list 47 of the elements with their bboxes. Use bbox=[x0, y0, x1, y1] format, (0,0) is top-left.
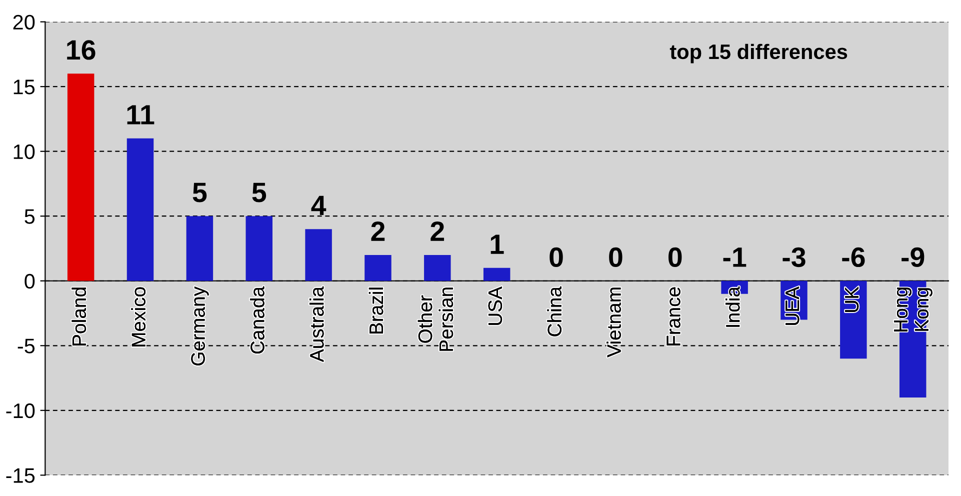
data-label: -3 bbox=[782, 247, 806, 268]
x-tick-label: Other Persian bbox=[418, 288, 454, 351]
data-label: 0 bbox=[550, 247, 563, 268]
x-tick-label: Germany bbox=[191, 286, 209, 366]
data-label: 0 bbox=[668, 247, 682, 268]
data-label: 4 bbox=[311, 196, 326, 215]
data-label: 0 bbox=[609, 247, 622, 268]
x-tick-label: Brazil bbox=[368, 288, 384, 334]
bar bbox=[186, 216, 214, 281]
y-tick-label: -5 bbox=[18, 338, 35, 354]
x-tick-label: Mexico bbox=[131, 287, 146, 346]
x-tick-label: Vietnam bbox=[606, 288, 621, 358]
data-label: 2 bbox=[371, 221, 385, 241]
bar bbox=[483, 268, 510, 281]
x-tick-label: Hong Kong bbox=[894, 288, 932, 332]
data-label: 1 bbox=[490, 234, 504, 254]
y-tick-label: 0 bbox=[24, 274, 35, 289]
bar bbox=[364, 254, 392, 281]
y-tick-label: -10 bbox=[6, 403, 35, 418]
x-tick-label: Canada bbox=[250, 286, 264, 354]
data-label: 5 bbox=[252, 182, 266, 202]
data-label: -9 bbox=[902, 247, 924, 268]
y-tick-label: 15 bbox=[14, 80, 35, 94]
x-tick-label: USA bbox=[488, 286, 502, 325]
bar bbox=[126, 138, 154, 281]
y-tick-label: 10 bbox=[14, 144, 35, 160]
x-tick-label: UK bbox=[845, 286, 859, 312]
y-tick-label: 5 bbox=[24, 209, 35, 224]
x-tick-label: India bbox=[725, 286, 740, 327]
text: top 15 differences bbox=[670, 44, 848, 64]
bar bbox=[246, 216, 272, 281]
bar bbox=[67, 74, 94, 281]
x-tick-label: Australia bbox=[309, 286, 324, 362]
x-tick-label: France bbox=[666, 287, 680, 346]
data-label: 11 bbox=[127, 105, 154, 124]
x-tick-label: UEA bbox=[786, 286, 800, 325]
y-tick-label: 20 bbox=[13, 14, 35, 30]
data-label: 16 bbox=[67, 40, 96, 60]
x-tick-label: Poland bbox=[72, 288, 86, 346]
bar bbox=[424, 254, 451, 281]
data-label: -1 bbox=[723, 248, 746, 267]
data-label: 2 bbox=[430, 221, 444, 241]
x-tick-label: China bbox=[547, 286, 562, 336]
data-label: 5 bbox=[192, 182, 207, 202]
bar bbox=[305, 229, 332, 281]
y-tick-label: -15 bbox=[6, 468, 35, 483]
data-label: -6 bbox=[842, 247, 865, 268]
